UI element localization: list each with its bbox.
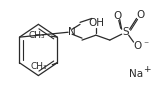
Text: +: + — [143, 65, 151, 74]
Text: O: O — [136, 10, 145, 20]
Text: S: S — [122, 27, 129, 37]
Text: CH₃: CH₃ — [29, 31, 45, 40]
Text: OH: OH — [88, 18, 104, 28]
Text: N: N — [68, 27, 76, 37]
Text: ⁻: ⁻ — [143, 40, 149, 50]
Text: Na: Na — [128, 69, 143, 79]
Text: O: O — [114, 11, 122, 21]
Text: CH₃: CH₃ — [31, 62, 47, 71]
Text: O: O — [133, 41, 142, 51]
